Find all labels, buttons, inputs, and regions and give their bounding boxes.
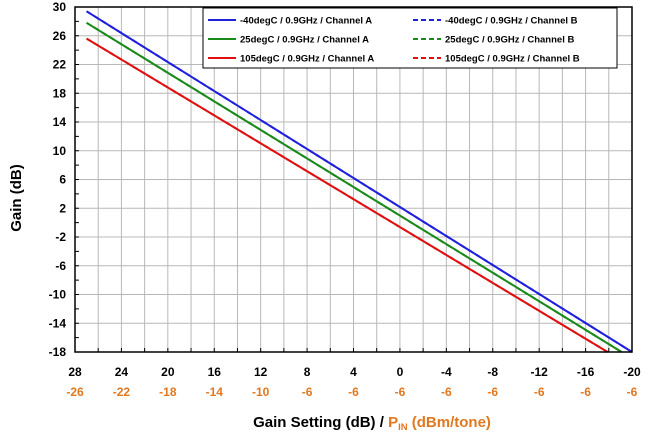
- pin-tick-label: -10: [252, 385, 270, 399]
- x-axis-title-pin: P: [388, 414, 398, 431]
- x-tick-label: -12: [530, 365, 548, 379]
- y-tick-label: -6: [55, 259, 66, 273]
- y-tick-label: -10: [49, 288, 67, 302]
- pin-tick-label: -22: [113, 385, 131, 399]
- x-axis-title-pin-unit: (dBm/tone): [408, 414, 491, 431]
- y-tick-label: 2: [59, 201, 66, 215]
- y-tick-label: 26: [53, 29, 67, 43]
- y-tick-label: -2: [55, 230, 66, 244]
- y-tick-label: 14: [53, 115, 67, 129]
- x-axis-title-separator: /: [376, 414, 389, 431]
- y-tick-label: -18: [49, 345, 67, 359]
- x-tick-label: -20: [623, 365, 641, 379]
- x-tick-label: -8: [487, 365, 498, 379]
- y-axis-ticks: 30 26 22 18 14 10 6 2 -2 -6 -10 -14 -18: [49, 0, 67, 359]
- series-line: [86, 21, 623, 353]
- legend-entry-label: 105degC / 0.9GHz / Channel A: [240, 54, 374, 65]
- x-tick-label: 12: [254, 365, 268, 379]
- pin-tick-label: -6: [487, 385, 498, 399]
- x-tick-label: 28: [68, 365, 82, 379]
- y-tick-label: 6: [59, 173, 66, 187]
- x-tick-label: 20: [161, 365, 175, 379]
- legend-box: [202, 7, 618, 69]
- series-line: [86, 37, 609, 353]
- y-tick-label: 18: [53, 86, 67, 100]
- x-tick-label: 4: [350, 365, 357, 379]
- y-axis-title: Gain (dB): [8, 164, 25, 232]
- y-tick-label: -14: [49, 316, 67, 330]
- pin-tick-label: -18: [159, 385, 177, 399]
- legend-entry-label: -40degC / 0.9GHz / Channel B: [445, 16, 578, 27]
- x-tick-label: 0: [397, 365, 404, 379]
- pin-tick-label: -26: [66, 385, 84, 399]
- y-tick-label: 30: [53, 0, 67, 14]
- legend-entry-label: 105degC / 0.9GHz / Channel B: [445, 54, 580, 65]
- y-tick-label: 10: [53, 144, 67, 158]
- pin-tick-label: -6: [627, 385, 638, 399]
- x-axis-ticks: 28 24 20 16 12 8 4 0 -4 -8 -12 -16 -20: [68, 365, 641, 379]
- legend-entry-label: 25degC / 0.9GHz / Channel B: [445, 35, 574, 46]
- x-tick-label: -16: [577, 365, 595, 379]
- legend: -40degC / 0.9GHz / Channel A -40degC / 0.…: [202, 7, 618, 69]
- legend-entry-label: -40degC / 0.9GHz / Channel A: [240, 16, 372, 27]
- x-axis-title-primary: Gain Setting (dB): [253, 414, 376, 431]
- pin-tick-label: -6: [441, 385, 452, 399]
- series-layer: [86, 10, 633, 353]
- pin-axis-ticks: -26 -22 -18 -14 -10 -6 -6 -6 -6 -6 -6 -6 -6: [66, 385, 637, 399]
- pin-tick-label: -6: [302, 385, 313, 399]
- x-axis-title-pin-subscript: IN: [398, 422, 408, 433]
- x-tick-label: -4: [441, 365, 452, 379]
- x-tick-label: 8: [304, 365, 311, 379]
- x-axis-title: Gain Setting (dB) / PIN (dBm/tone): [253, 414, 491, 433]
- legend-entry-label: 25degC / 0.9GHz / Channel A: [240, 35, 369, 46]
- pin-tick-label: -6: [534, 385, 545, 399]
- series-line: [86, 10, 633, 353]
- pin-tick-label: -6: [348, 385, 359, 399]
- plot-frame: [74, 6, 633, 353]
- pin-tick-label: -14: [206, 385, 224, 399]
- pin-tick-label: -6: [580, 385, 591, 399]
- x-tick-label: 16: [208, 365, 222, 379]
- pin-tick-label: -6: [395, 385, 406, 399]
- x-tick-label: 24: [115, 365, 129, 379]
- y-tick-label: 22: [53, 58, 67, 72]
